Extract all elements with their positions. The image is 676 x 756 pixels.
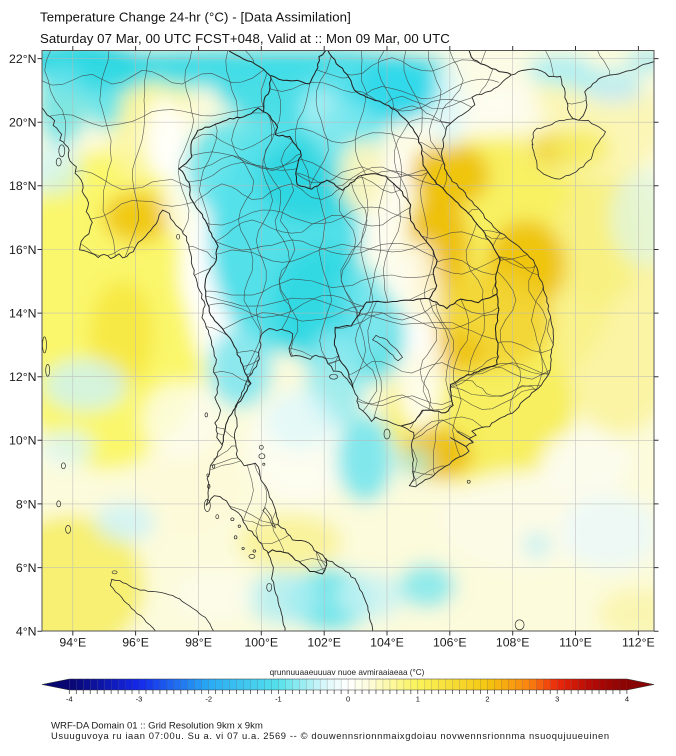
svg-text:Usuuguvoya ru iaan 07:00u. Su: Usuuguvoya ru iaan 07:00u. Su a. vi 07 u… [51,730,610,741]
svg-text:100°E: 100°E [244,636,278,650]
svg-text:-3: -3 [136,695,143,704]
svg-text:3: 3 [555,695,559,704]
svg-text:102°E: 102°E [307,636,341,650]
svg-text:4°N: 4°N [16,625,37,639]
svg-text:8°N: 8°N [16,497,37,511]
svg-text:qrunnuuaaeuuuav nuoe avmiraaia: qrunnuuaaeuuuav nuoe avmiraaiaeaa (°C) [270,668,425,677]
svg-text:104°E: 104°E [370,636,404,650]
svg-text:18°N: 18°N [9,179,36,193]
svg-text:10°N: 10°N [9,434,36,448]
svg-text:12°N: 12°N [9,370,36,384]
svg-text:-1: -1 [275,695,282,704]
svg-text:2: 2 [485,695,489,704]
svg-text:WRF-DA Domain 01 :: Grid Resol: WRF-DA Domain 01 :: Grid Resolution 9km … [51,721,263,732]
svg-text:14°N: 14°N [9,307,36,321]
svg-text:Saturday 07 Mar, 00 UTC FCST+0: Saturday 07 Mar, 00 UTC FCST+048, Valid … [40,31,450,46]
svg-text:Temperature Change 24-hr (°C): Temperature Change 24-hr (°C) - [Data As… [40,10,351,25]
svg-text:98°E: 98°E [185,636,212,650]
svg-text:1: 1 [416,695,420,704]
svg-text:-2: -2 [205,695,212,704]
svg-text:6°N: 6°N [16,561,37,575]
svg-text:16°N: 16°N [9,243,36,257]
svg-text:-4: -4 [66,695,73,704]
svg-text:94°E: 94°E [59,636,86,650]
svg-text:96°E: 96°E [122,636,149,650]
svg-text:0: 0 [346,695,350,704]
svg-text:106°E: 106°E [433,636,467,650]
svg-text:20°N: 20°N [9,116,36,130]
svg-text:110°E: 110°E [559,636,592,650]
svg-text:112°E: 112°E [622,636,655,650]
svg-text:108°E: 108°E [496,636,530,650]
svg-text:22°N: 22°N [9,52,36,66]
svg-text:4: 4 [625,695,629,704]
